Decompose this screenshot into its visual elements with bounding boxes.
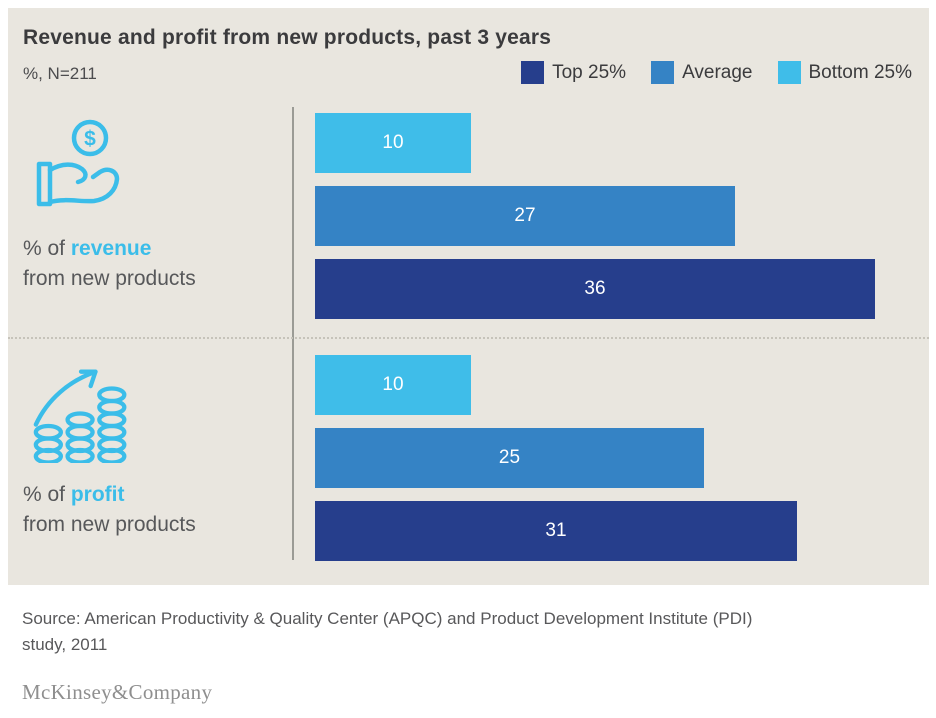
chart-title: Revenue and profit from new products, pa… <box>23 26 552 49</box>
bar-bottom-25-: 10 <box>315 355 471 415</box>
section-divider <box>8 337 929 339</box>
source-line2: study, 2011 <box>22 635 108 654</box>
legend-swatch-top-25 <box>521 61 545 84</box>
profit-label-highlight: profit <box>70 483 125 506</box>
profit-label-line1: % of profit <box>23 480 196 510</box>
bar-value-label: 25 <box>498 447 521 468</box>
revenue-bar-group: 10 27 36 <box>315 113 881 332</box>
chart-panel: Revenue and profit from new products, pa… <box>8 8 929 585</box>
revenue-label-prefix: % of <box>23 237 71 260</box>
bar-bottom-25-: 10 <box>315 113 471 173</box>
units-sample-note: %, N=211 <box>23 64 97 83</box>
bar-value-label: 10 <box>382 132 404 153</box>
revenue-label-line1: % of revenue <box>23 234 196 264</box>
revenue-label-line2: from new products <box>23 267 196 290</box>
bar-value-label: 27 <box>514 205 536 226</box>
revenue-category-label: % of revenue from new products <box>23 234 196 294</box>
profit-category-label: % of profit from new products <box>23 480 196 540</box>
svg-text:$: $ <box>84 128 96 151</box>
bar-value-label: 10 <box>382 374 404 395</box>
legend-item-average: Average <box>651 61 753 84</box>
legend-swatch-average <box>651 61 675 84</box>
profit-label-line2: from new products <box>23 513 196 536</box>
profit-label-prefix: % of <box>23 483 71 506</box>
bar-top-25-: 36 <box>315 259 875 319</box>
axis-line <box>292 107 294 560</box>
bar-average: 25 <box>315 428 704 488</box>
coin-stacks-growth-icon <box>32 363 132 463</box>
bar-average: 27 <box>315 186 735 246</box>
legend-item-top-25: Top 25% <box>521 61 626 84</box>
source-note: Source: American Productivity & Quality … <box>22 606 922 658</box>
legend-swatch-bottom-25 <box>777 61 801 84</box>
legend-label-top-25: Top 25% <box>552 61 627 83</box>
bar-value-label: 36 <box>584 278 606 299</box>
legend-label-average: Average <box>682 61 753 83</box>
source-line1: Source: American Productivity & Quality … <box>22 609 753 628</box>
legend-label-bottom-25: Bottom 25% <box>808 61 913 83</box>
mckinsey-company-logo: McKinsey&Company <box>22 680 213 704</box>
revenue-label-highlight: revenue <box>70 237 152 260</box>
bar-top-25-: 31 <box>315 501 797 561</box>
hand-coin-icon: $ <box>36 118 124 212</box>
bar-value-label: 31 <box>545 520 567 541</box>
profit-bar-group: 10 25 31 <box>315 355 881 574</box>
legend-item-bottom-25: Bottom 25% <box>777 61 913 84</box>
legend: Top 25% Average Bottom 25% <box>521 61 912 84</box>
